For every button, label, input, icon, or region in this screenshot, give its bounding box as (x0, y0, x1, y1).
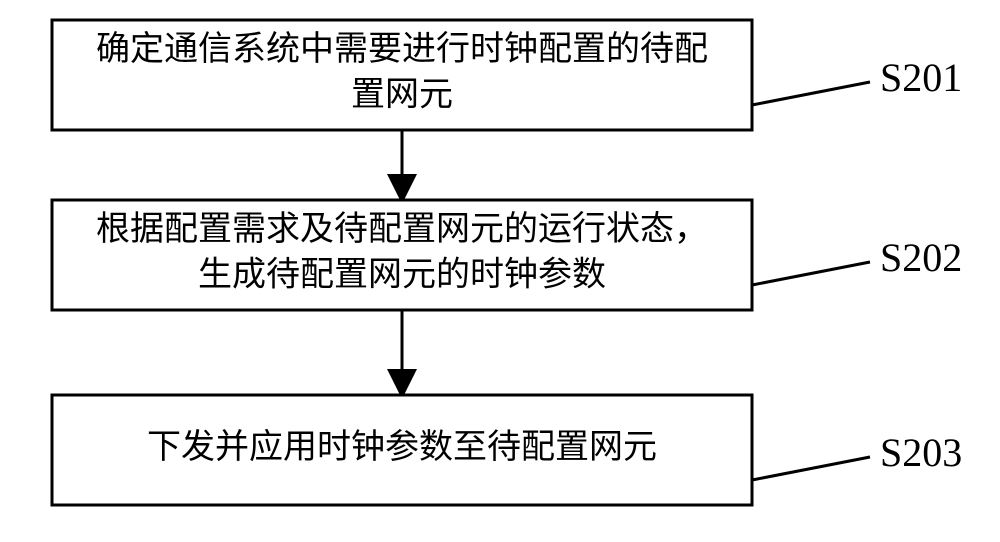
flow-node-text: 根据配置需求及待配置网元的运行状态， (96, 210, 708, 248)
flow-node-text: 确定通信系统中需要进行时钟配置的待配 (96, 30, 708, 68)
flow-node-s202: 根据配置需求及待配置网元的运行状态， 生成待配置网元的时钟参数 (52, 200, 752, 310)
flow-node-text: 下发并应用时钟参数至待配置网元 (147, 428, 657, 466)
leader-line (752, 82, 870, 105)
flow-node-text: 生成待配置网元的时钟参数 (198, 256, 606, 294)
step-label: S202 (880, 235, 962, 280)
step-label: S201 (880, 55, 962, 100)
flow-node-s203: 下发并应用时钟参数至待配置网元 (52, 395, 752, 505)
step-label: S203 (880, 430, 962, 475)
flow-node-s201: 确定通信系统中需要进行时钟配置的待配置网元 (52, 20, 752, 130)
leader-line (752, 262, 870, 285)
flow-node-text: 置网元 (351, 77, 453, 114)
leader-line (752, 457, 870, 480)
